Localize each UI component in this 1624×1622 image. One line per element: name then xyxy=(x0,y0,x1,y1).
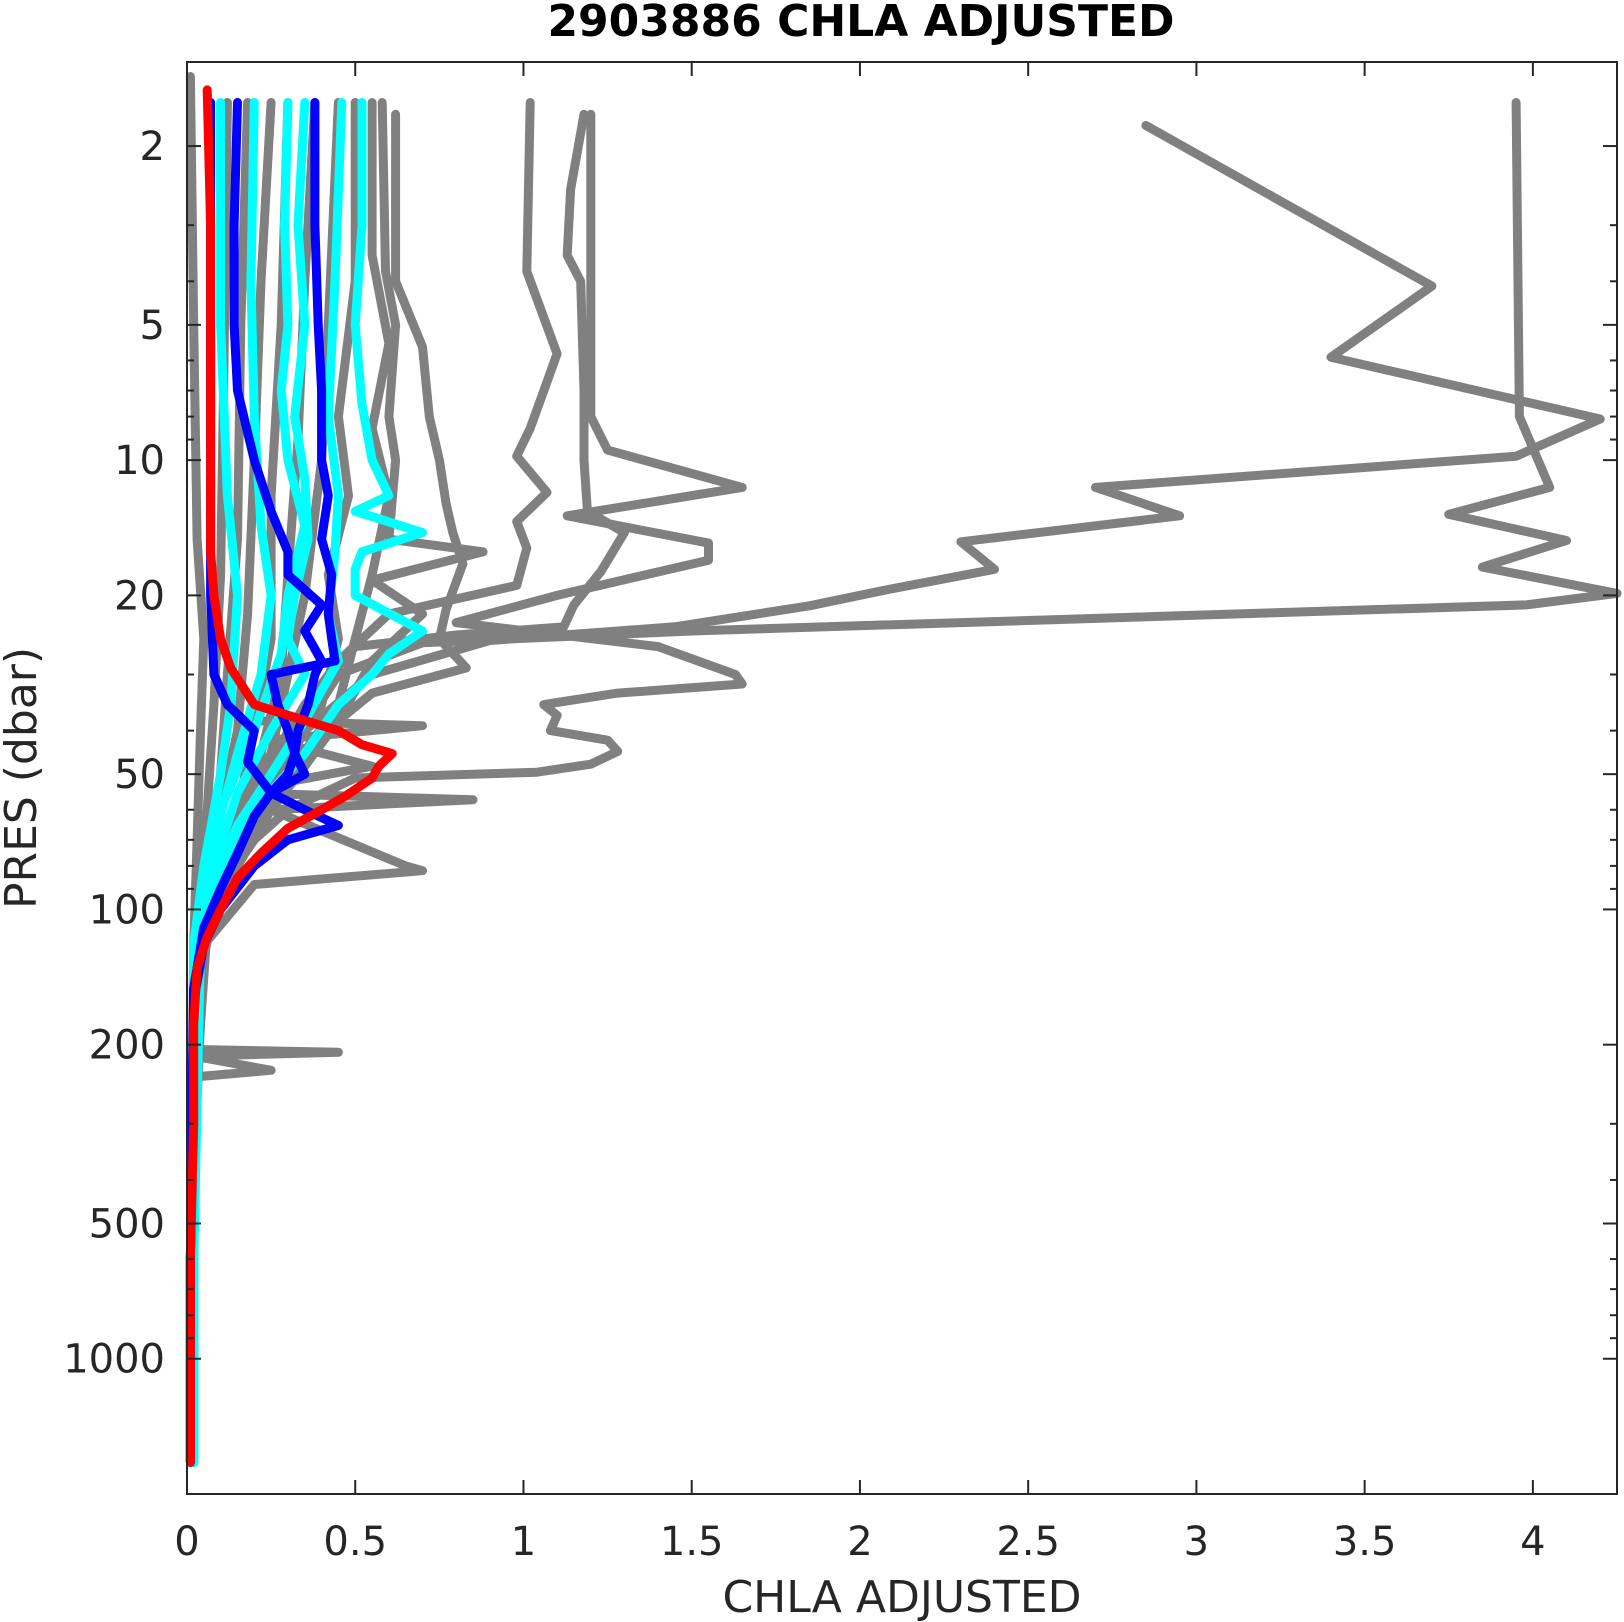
y-tick-label: 10 xyxy=(114,438,165,484)
x-tick-label: 3 xyxy=(1184,1519,1209,1565)
ticks-layer: 0 0.5 1 1.5 2 2.5 3 3.5 4 2 5 10 20 50 100 200 500 1000 xyxy=(63,62,1617,1565)
x-tick-label: 2 xyxy=(847,1519,872,1565)
profile-line-blue-26 xyxy=(185,98,327,1467)
profile-line-gray-18 xyxy=(249,716,427,787)
x-tick-label: 2.5 xyxy=(996,1519,1060,1565)
profile-line-gray-17 xyxy=(199,788,478,950)
y-tick-label: 200 xyxy=(89,1023,165,1069)
x-tick-label: 0.5 xyxy=(323,1519,387,1565)
plot-frame xyxy=(186,61,1618,1495)
y-axis-label: PRES (dbar) xyxy=(0,647,47,909)
chart-title: 2903886 CHLA ADJUSTED xyxy=(547,0,1174,47)
x-tick-label: 1 xyxy=(511,1519,536,1565)
x-axis-label: CHLA ADJUSTED xyxy=(722,1572,1081,1622)
y-tick-label: 1000 xyxy=(63,1337,165,1383)
x-tick-label: 4 xyxy=(1520,1519,1545,1565)
series-layer xyxy=(185,72,1622,1467)
y-tick-label: 50 xyxy=(114,752,165,798)
y-tick-label: 500 xyxy=(89,1201,165,1247)
y-tick-label: 2 xyxy=(140,124,165,170)
profile-line-gray-16 xyxy=(189,996,343,1467)
y-tick-label: 5 xyxy=(140,303,165,349)
x-tick-label: 1.5 xyxy=(660,1519,724,1565)
profile-line-red-28 xyxy=(185,85,397,1467)
y-tick-label: 20 xyxy=(114,573,165,619)
y-tick-label: 100 xyxy=(89,887,165,933)
x-tick-label: 3.5 xyxy=(1333,1519,1397,1565)
x-tick-label: 0 xyxy=(174,1519,199,1565)
